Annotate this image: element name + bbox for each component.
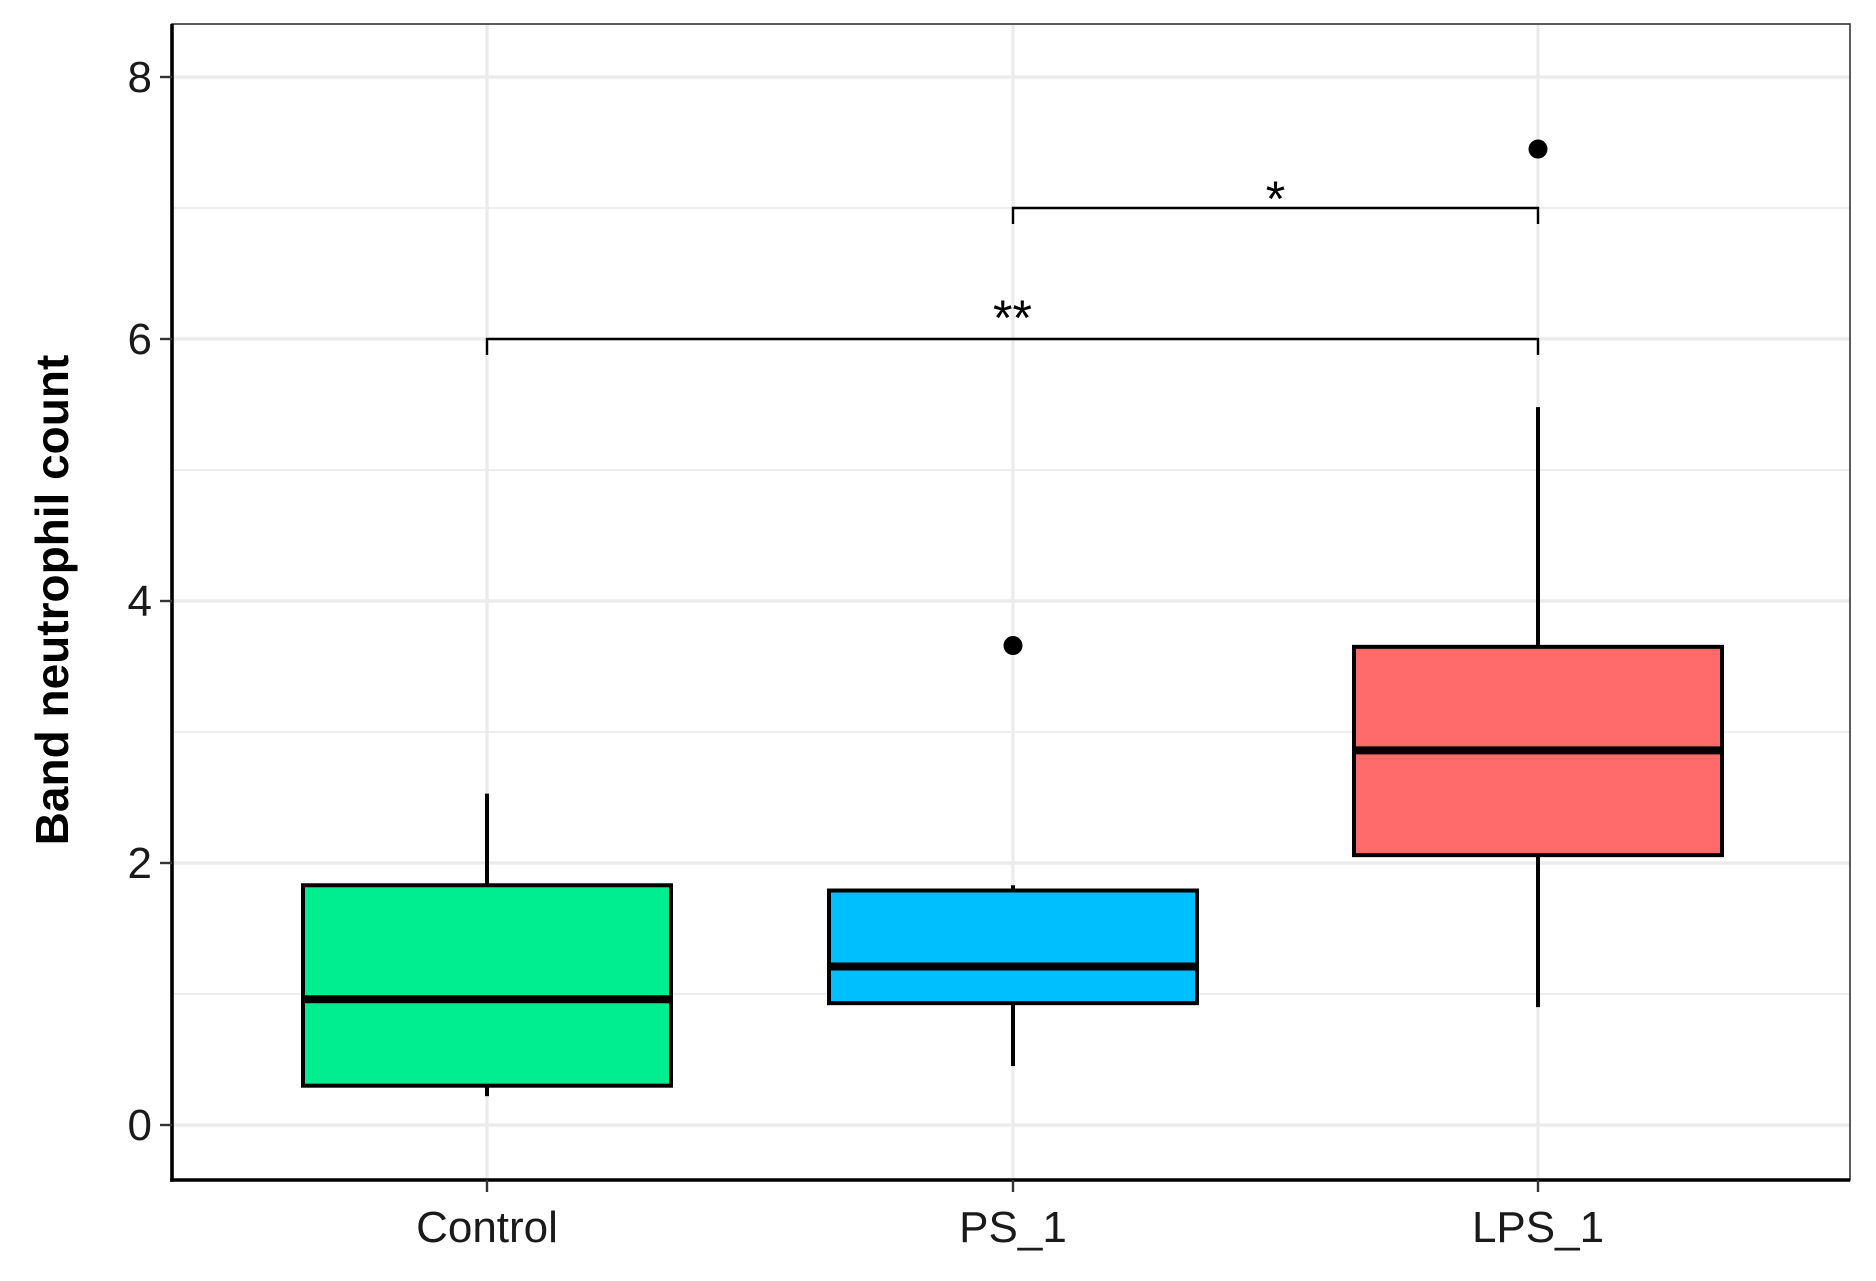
- outlier-point: [1528, 139, 1548, 159]
- y-tick-label: 2: [128, 839, 152, 888]
- outlier-point: [1003, 636, 1023, 656]
- significance-bracket: [1011, 206, 1540, 224]
- significance-label: *: [1266, 171, 1285, 227]
- y-tick-label: 0: [128, 1101, 152, 1150]
- y-tick-label: 4: [128, 577, 152, 626]
- y-tick-label: 6: [128, 315, 152, 364]
- box-series: [301, 139, 1724, 1097]
- significance-label: **: [993, 290, 1032, 346]
- x-tick-label: Control: [416, 1203, 558, 1252]
- y-axis-title: Band neutrophil count: [26, 355, 78, 846]
- x-tick-label: LPS_1: [1472, 1203, 1604, 1252]
- y-tick-label: 8: [128, 53, 152, 102]
- box-control: [301, 883, 673, 1088]
- box-ps-1: [827, 888, 1199, 1006]
- axes: 0 2 4 6 8 Control PS_1 LPS_1: [128, 24, 1850, 1252]
- x-tick-label: PS_1: [959, 1203, 1067, 1252]
- significance-brackets: ***: [485, 171, 1540, 355]
- significance-bracket: [485, 337, 1540, 355]
